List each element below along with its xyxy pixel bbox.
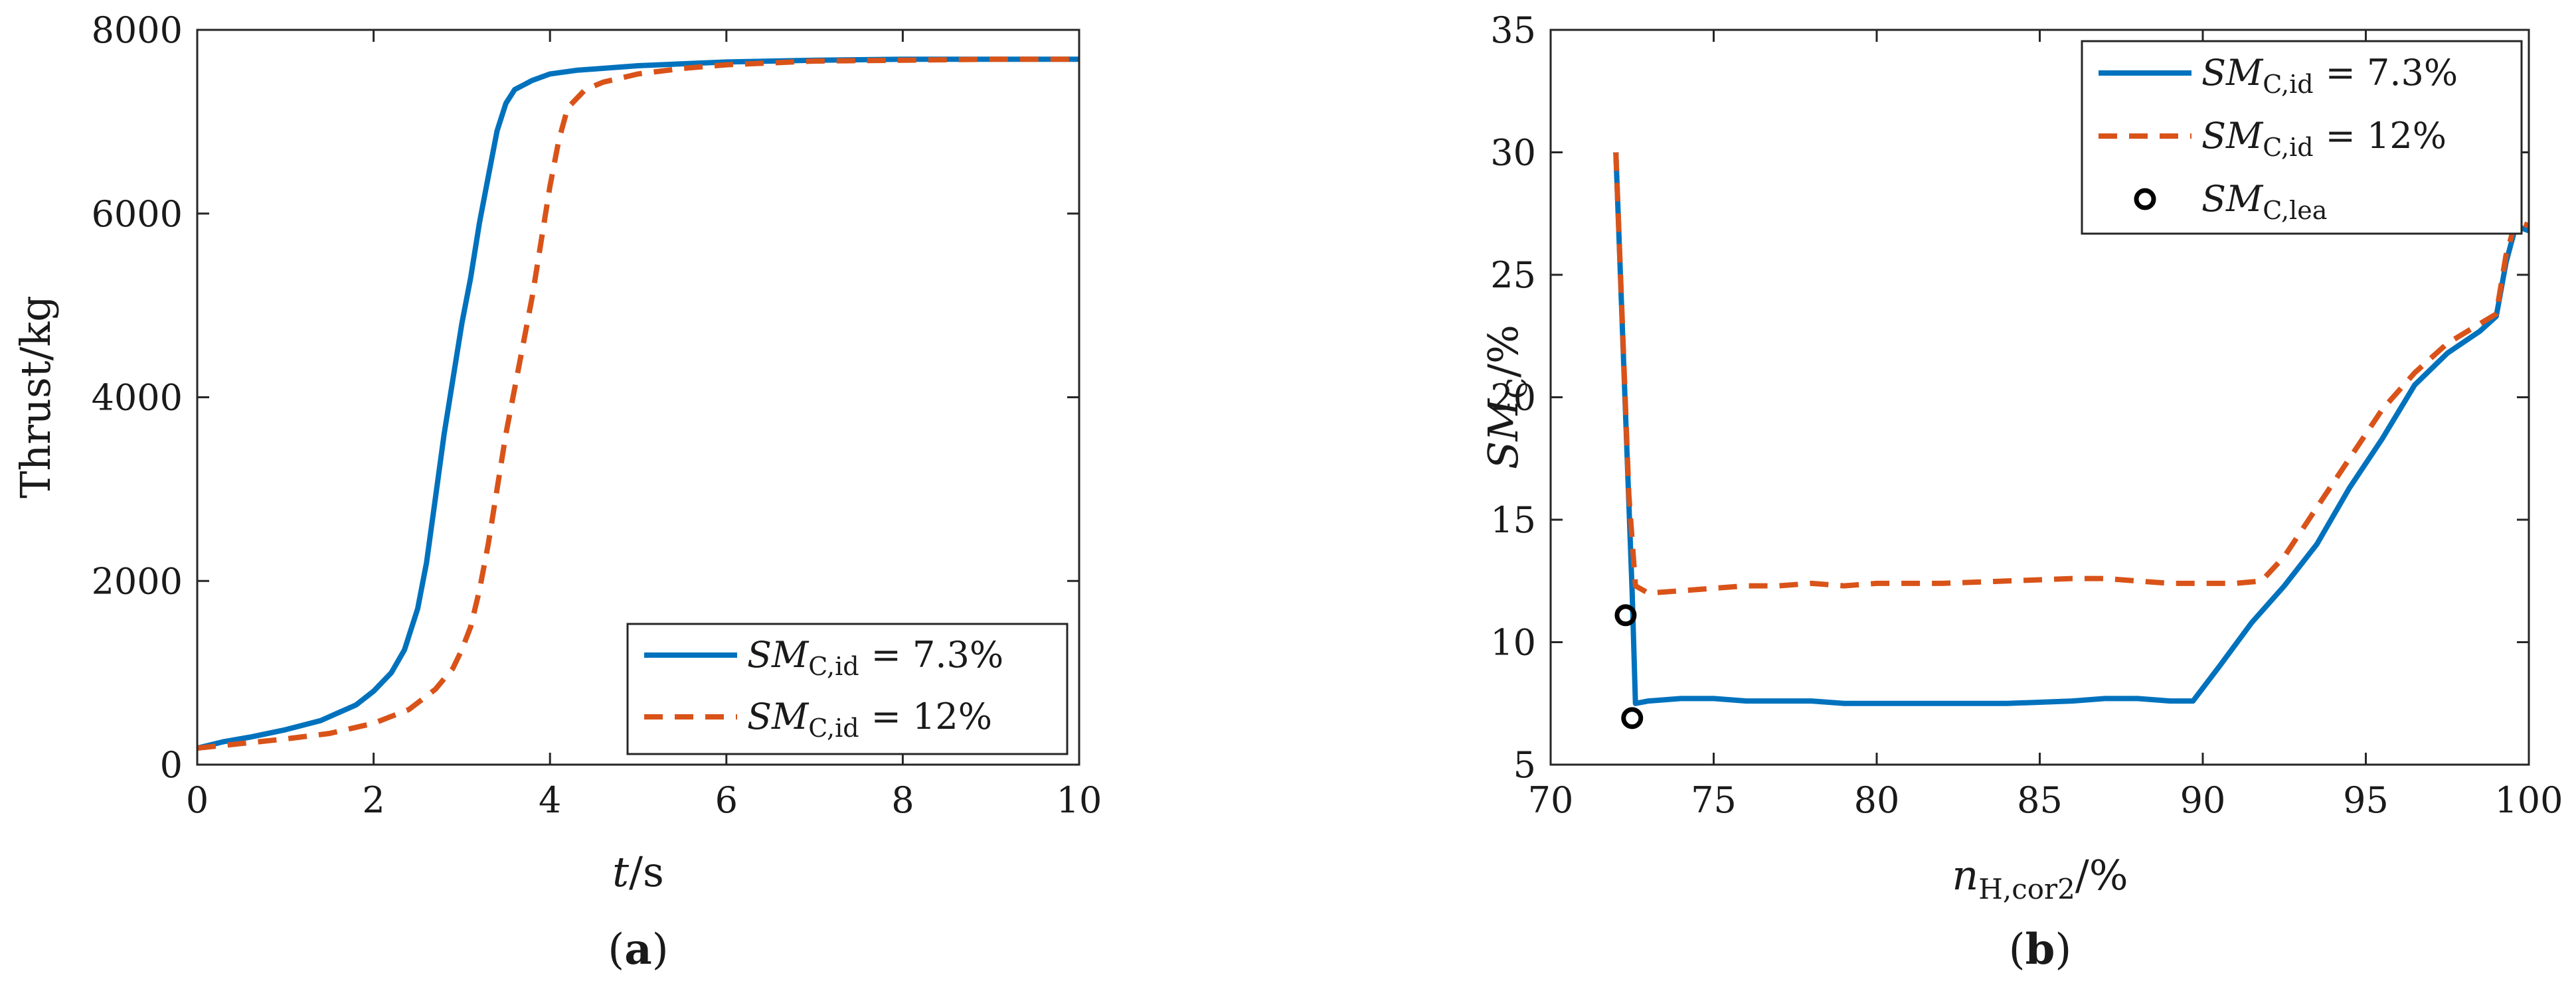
- sm-legend-entry-12: SMC,id = 12%: [2201, 115, 2447, 162]
- surge-margin-chart: 70 75 80 85 90 95 100 5 10 15 20 25 30 35 SMC/% nH,co…: [1479, 9, 2563, 974]
- thrust-y-tick-label-1: 2000: [92, 560, 183, 602]
- surge-margin-chart-x-axis-label: nH,cor2/%: [1952, 851, 2128, 905]
- sm-x-tick-label-0: 70: [1528, 779, 1574, 821]
- sm-x-tick-label-6: 100: [2494, 779, 2563, 821]
- thrust-x-tick-label-3: 6: [715, 779, 738, 821]
- thrust-y-tick-label-4: 8000: [92, 9, 183, 51]
- sm-series-line-0: [1613, 152, 2529, 706]
- sm-y-tick-label-0: 5: [1513, 744, 1536, 786]
- sm-x-tick-label-4: 90: [2180, 779, 2226, 821]
- thrust-series-line-1: [197, 56, 1079, 751]
- thrust-x-tick-label-2: 4: [539, 779, 561, 821]
- thrust-chart-ticks: 0 2 4 6 8 10 0 2000 4000 6000 8000: [92, 9, 1102, 821]
- surge-margin-chart-series-lines: [1613, 152, 2529, 729]
- thrust-x-tick-label-4: 8: [891, 779, 914, 821]
- sm-y-tick-label-5: 30: [1490, 132, 1536, 174]
- panel-label-b: (b): [2009, 925, 2072, 974]
- sm-x-tick-label-1: 75: [1691, 779, 1737, 821]
- panel-label-a: (a): [608, 925, 668, 974]
- sm-y-tick-label-4: 25: [1490, 254, 1536, 296]
- sm-legend-marker-lea: [2134, 188, 2156, 210]
- sm-y-tick-label-2: 15: [1490, 499, 1536, 541]
- sm-marker-lea-1: [1621, 707, 1644, 729]
- thrust-x-tick-label-0: 0: [186, 779, 209, 821]
- sm-y-tick-label-6: 35: [1490, 9, 1536, 51]
- thrust-x-tick-label-1: 2: [362, 779, 385, 821]
- thrust-chart-legend-box: [626, 623, 1069, 755]
- sm-legend-entry-7-3: SMC,id = 7.3%: [2201, 52, 2458, 99]
- thrust-chart: 0 2 4 6 8 10 0 2000 4000 6000 8000 Thrust/kg t/s S…: [11, 9, 1102, 974]
- thrust-chart-legend: SMC,id = 7.3% SMC,id = 12%: [626, 623, 1069, 755]
- surge-margin-chart-legend: SMC,id = 7.3% SMC,id = 12% SMC,lea: [2081, 40, 2523, 235]
- sm-marker-lea-0: [1614, 604, 1637, 627]
- surge-margin-chart-y-axis-label: SMC/%: [1479, 325, 1533, 469]
- thrust-y-tick-label-3: 6000: [92, 193, 183, 235]
- thrust-legend-entry-7-3: SMC,id = 7.3%: [747, 634, 1003, 681]
- thrust-chart-series-lines: [197, 56, 1079, 751]
- sm-y-tick-label-3: 20: [1490, 377, 1536, 419]
- sm-x-tick-label-3: 85: [2017, 779, 2063, 821]
- sm-x-tick-label-5: 95: [2343, 779, 2389, 821]
- sm-legend-entry-lea: SMC,lea: [2201, 178, 2327, 225]
- thrust-y-tick-label-0: 0: [160, 744, 183, 786]
- thrust-legend-entry-12: SMC,id = 12%: [747, 696, 992, 743]
- thrust-chart-y-axis-label: Thrust/kg: [11, 295, 60, 498]
- thrust-chart-x-axis-label: t/s: [612, 848, 664, 896]
- sm-y-tick-label-1: 10: [1490, 622, 1536, 664]
- thrust-series-line-0: [197, 56, 1079, 751]
- sm-x-tick-label-2: 80: [1854, 779, 1900, 821]
- thrust-y-tick-label-2: 4000: [92, 377, 183, 419]
- thrust-x-tick-label-5: 10: [1057, 779, 1102, 821]
